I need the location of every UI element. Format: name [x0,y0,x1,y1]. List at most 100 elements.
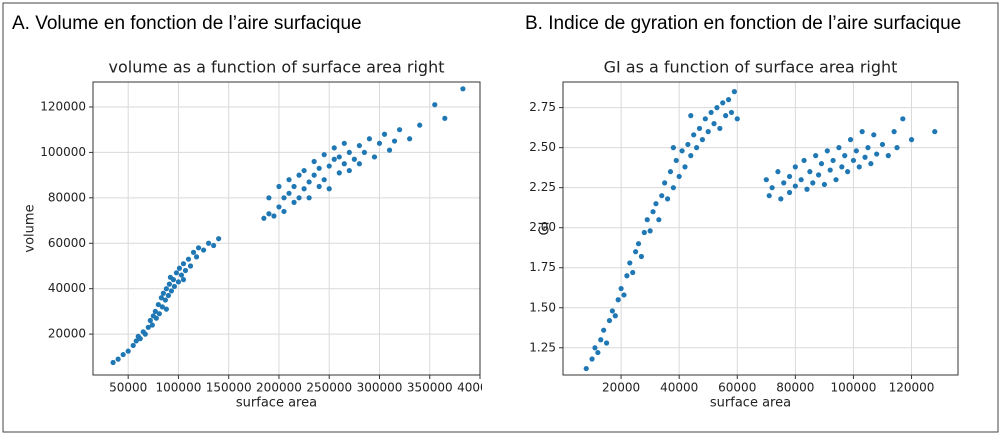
scatter-point [845,169,851,175]
scatter-point [167,274,173,280]
x-tick-label: 20000 [602,381,640,395]
scatter-point [291,199,297,205]
scatter-point [185,256,192,262]
scatter-point [311,158,317,165]
x-tick-label: 40000 [660,381,698,395]
scatter-point [271,213,277,219]
scatter-point [720,100,726,106]
scatter-point [142,331,148,337]
scatter-point [705,129,711,135]
y-tick-label: 1.25 [529,340,556,354]
scatter-point [316,165,322,171]
scatter-point [702,116,708,122]
scatter-point [778,196,784,202]
scatter-point [592,345,598,351]
scatter-point [173,270,180,276]
scatter-point [311,172,317,178]
y-tick-label: 1.50 [529,300,556,314]
scatter-point [589,356,595,362]
scatter-point [261,215,267,221]
scatter-point [609,308,615,314]
scatter-point [326,186,332,192]
scatter-point [137,336,143,342]
scatter-point [908,137,915,143]
scatter-point [824,148,830,154]
scatter-point [168,288,175,294]
scatter-point [644,217,650,223]
scatter-point [281,208,287,215]
x-tick-label: 400000 [457,381,503,395]
scatter-point [163,306,169,312]
scatter-point [460,86,466,92]
scatter-point [193,254,200,260]
scatter-point [276,183,282,190]
scatter-point [856,164,862,170]
scatter-point [276,204,282,210]
scatter-point [717,125,723,132]
scatter-point [301,167,307,174]
scatter-point [153,315,159,321]
x-tick-label: 120000 [889,381,935,395]
scatter-point [190,249,197,255]
scatter-point [798,177,804,183]
scatter-point [391,138,398,144]
scatter-point [316,183,322,190]
scatter-point [158,295,164,301]
scatter-point [827,167,833,173]
scatter-point [723,113,729,119]
x-tick-label: 100000 [831,381,877,395]
scatter-point [830,157,836,164]
scatter-point [381,131,388,137]
scatter-point [612,313,618,319]
scatter-point [673,157,679,164]
scatter-point [296,172,302,178]
scatter-point [341,140,347,146]
y-axis-label: volume [23,204,38,252]
scatter-point [627,260,633,266]
scatter-point [326,163,332,169]
scatter-point [162,297,168,303]
scatter-point [266,211,272,217]
scatter-point [356,142,362,149]
scatter-point [583,365,589,372]
y-tick-label: 80000 [48,190,86,204]
scatter-point [653,201,659,207]
y-tick-label: 100000 [40,145,86,159]
scatter-point [801,157,807,164]
scatter-point [216,236,222,242]
x-tick-label: 200000 [256,381,302,395]
scatter-point [159,304,165,310]
x-tick-label: 300000 [357,381,403,395]
scatter-point [842,153,848,159]
scatter-point [595,349,601,356]
scatter-point [874,151,880,157]
scatter-point [180,277,187,283]
scatter-point [321,152,327,158]
x-axis-label: surface area [710,396,791,411]
scatter-point [670,145,676,151]
scatter-point [813,153,819,159]
scatter-point [682,164,688,170]
scatter-point [804,186,810,192]
scatter-point [361,149,368,156]
scatter-point [331,156,337,162]
x-tick-label: 150000 [206,381,252,395]
scatter-point [676,173,682,180]
scatter-point [725,97,732,103]
scatter-point [165,292,171,299]
scatter-point [149,322,155,328]
scatter-point [891,129,897,135]
scatter-point [407,136,413,142]
scatter-point [853,148,859,154]
scatter-point [296,195,302,201]
scatter-point [786,173,793,180]
x-tick-label: 100000 [156,381,202,395]
scatter-point [606,317,613,324]
y-tick-label: 60000 [48,236,86,250]
scatter-point [321,177,327,183]
scatter-point [598,337,604,343]
scatter-point [346,149,352,156]
scatter-point [286,177,292,183]
scatter-point [900,116,906,122]
